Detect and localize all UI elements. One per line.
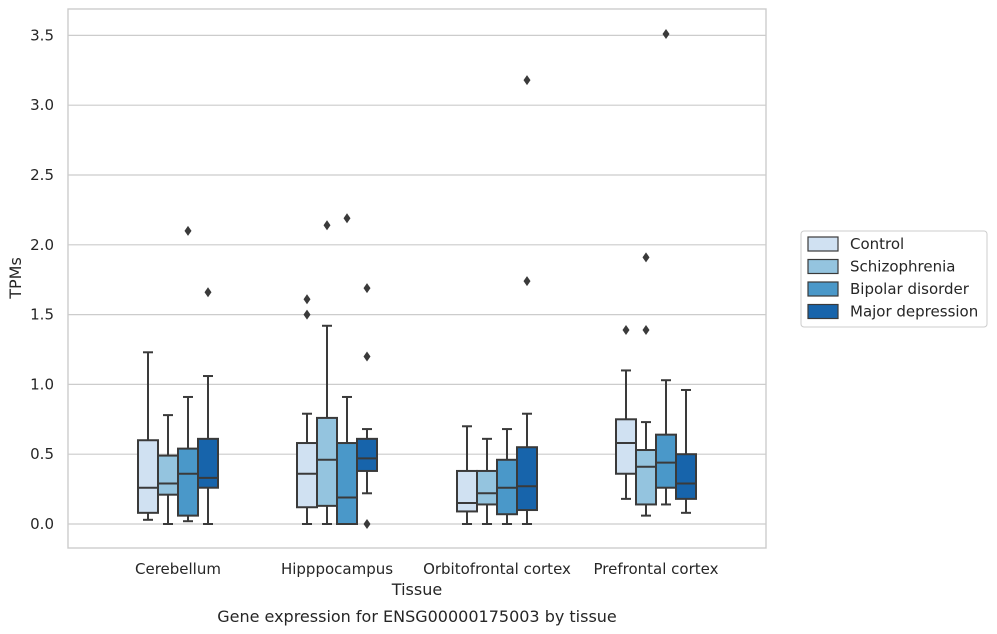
box-iqr	[635, 449, 657, 506]
legend-swatch	[807, 258, 839, 275]
x-tick-label: Cerebellum	[135, 560, 221, 578]
outlier-point	[184, 225, 192, 236]
box-major-depression-2	[516, 75, 538, 525]
box-schizophrenia-0	[157, 414, 179, 525]
box-major-depression-1	[356, 283, 378, 529]
box-control-2	[456, 425, 478, 525]
x-tick-label: Prefrontal cortex	[594, 560, 719, 578]
box-bipolar-disorder-1	[336, 213, 358, 526]
legend-swatch	[807, 303, 839, 320]
y-tick-label: 2.5	[30, 166, 54, 184]
box-iqr	[137, 439, 159, 514]
box-bipolar-disorder-2	[496, 428, 518, 525]
x-tick-label: Orbitofrontal cortex	[423, 560, 571, 578]
box-iqr	[675, 453, 697, 500]
box-bipolar-disorder-0	[177, 225, 199, 523]
box-bipolar-disorder-3	[655, 29, 677, 506]
box-iqr	[615, 418, 637, 475]
outlier-point	[363, 351, 371, 362]
outlier-point	[523, 276, 531, 287]
legend-swatch	[807, 236, 839, 252]
y-tick-label: 3.5	[30, 26, 54, 44]
x-axis-ticks: Cerebellum Hipppocampus Orbitofrontal cort…	[135, 560, 719, 578]
box-schizophrenia-2	[476, 437, 498, 525]
box-iqr	[476, 469, 498, 506]
box-iqr	[356, 437, 378, 472]
box-iqr	[157, 454, 179, 496]
box-iqr	[177, 447, 199, 517]
outlier-point	[642, 252, 650, 263]
outlier-point	[303, 309, 311, 320]
box-major-depression-3	[675, 388, 697, 514]
legend-label: Major depression	[850, 303, 978, 321]
box-iqr	[456, 469, 478, 513]
box-iqr	[316, 416, 338, 507]
box-iqr	[516, 446, 538, 512]
plot-frame	[67, 8, 767, 549]
box-control-0	[137, 351, 159, 521]
box-control-3	[615, 324, 637, 500]
y-tick-label: 2.0	[30, 236, 54, 254]
outlier-point	[642, 324, 650, 335]
y-tick-label: 0.0	[30, 515, 54, 533]
box-iqr	[197, 437, 219, 489]
outlier-point	[343, 213, 351, 224]
chart-caption: Gene expression for ENSG00000175003 by t…	[217, 607, 617, 626]
legend-swatch	[807, 281, 839, 297]
box-control-1	[296, 294, 318, 525]
box-iqr	[336, 442, 358, 526]
box-iqr	[296, 442, 318, 509]
legend-label: Bipolar disorder	[850, 280, 970, 298]
legend-frame	[800, 230, 988, 328]
x-tick-label: Hipppocampus	[281, 560, 393, 578]
outlier-point	[363, 519, 371, 529]
outlier-point	[303, 294, 311, 305]
outlier-point	[523, 75, 531, 86]
box-major-depression-0	[197, 287, 219, 525]
outlier-point	[662, 29, 670, 40]
y-axis-title: TPMs	[6, 257, 25, 300]
outlier-point	[622, 324, 630, 335]
outlier-point	[363, 283, 371, 294]
box-iqr	[655, 433, 677, 489]
outlier-point	[323, 220, 331, 231]
y-axis-ticks: 0.0 0.5 1.0 1.5 2.0 2.5 3.0 3.5	[30, 26, 54, 533]
x-axis-title: Tissue	[391, 580, 442, 599]
y-tick-label: 1.5	[30, 306, 54, 324]
outlier-point	[204, 287, 212, 298]
box-schizophrenia-1	[316, 220, 338, 525]
y-tick-label: 3.0	[30, 96, 54, 114]
legend-label: Schizophrenia	[850, 258, 955, 276]
y-tick-label: 0.5	[30, 445, 54, 463]
legend-label: Control	[850, 235, 904, 253]
box-groups	[137, 29, 697, 529]
legend: Control Schizophrenia Bipolar disorder Majo…	[800, 230, 988, 328]
y-tick-label: 1.0	[30, 375, 54, 393]
